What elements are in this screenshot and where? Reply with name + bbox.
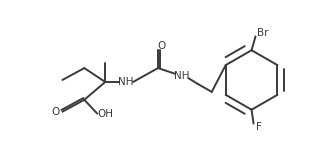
Text: NH: NH [174,71,190,81]
Text: O: O [158,41,166,51]
Text: NH: NH [118,77,134,87]
Text: OH: OH [97,109,113,119]
Text: O: O [51,107,60,117]
Text: F: F [256,122,261,132]
Text: Br: Br [257,28,268,38]
